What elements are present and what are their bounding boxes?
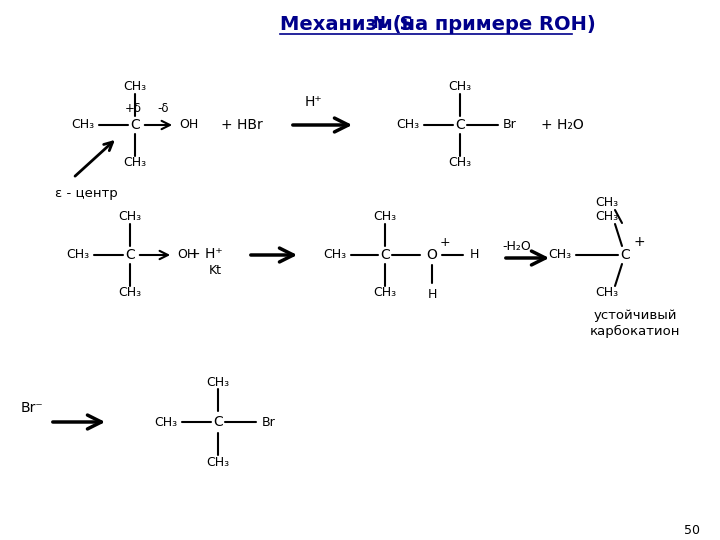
Text: Br: Br bbox=[503, 118, 517, 132]
Text: CH₃: CH₃ bbox=[154, 415, 178, 429]
Text: CH₃: CH₃ bbox=[449, 157, 472, 170]
Text: ε - центр: ε - центр bbox=[55, 186, 118, 199]
Text: -H₂O: -H₂O bbox=[503, 240, 531, 253]
Text: H⁺: H⁺ bbox=[304, 95, 322, 109]
Text: CH₃: CH₃ bbox=[595, 287, 618, 300]
Text: H: H bbox=[427, 288, 437, 301]
Text: CH₃: CH₃ bbox=[374, 211, 397, 224]
Text: C: C bbox=[455, 118, 465, 132]
Text: CH₃: CH₃ bbox=[118, 211, 142, 224]
Text: N: N bbox=[373, 16, 386, 30]
Text: OH: OH bbox=[179, 118, 199, 132]
Text: CH₃: CH₃ bbox=[123, 80, 147, 93]
Text: C: C bbox=[213, 415, 223, 429]
Text: CH₃: CH₃ bbox=[123, 157, 147, 170]
Text: CH₃: CH₃ bbox=[207, 375, 230, 388]
Text: CH₃: CH₃ bbox=[397, 118, 420, 132]
Text: C: C bbox=[380, 248, 390, 262]
Text: CH₃: CH₃ bbox=[374, 287, 397, 300]
Text: CH₃: CH₃ bbox=[549, 248, 572, 261]
Text: +: + bbox=[633, 235, 645, 249]
Text: CH₃: CH₃ bbox=[207, 456, 230, 469]
Text: Br⁻: Br⁻ bbox=[21, 401, 43, 415]
Text: C: C bbox=[620, 248, 630, 262]
Text: -δ: -δ bbox=[157, 103, 168, 116]
Text: +δ: +δ bbox=[125, 103, 142, 116]
Text: карбокатион: карбокатион bbox=[590, 325, 680, 338]
Text: Kt: Kt bbox=[209, 264, 222, 276]
Text: C: C bbox=[130, 118, 140, 132]
Text: CH₃: CH₃ bbox=[595, 211, 618, 224]
Text: CH₃: CH₃ bbox=[449, 80, 472, 93]
Text: +: + bbox=[440, 237, 450, 249]
Text: O: O bbox=[426, 248, 438, 262]
Text: + H⁺: + H⁺ bbox=[189, 247, 222, 261]
Text: (на примере ROH): (на примере ROH) bbox=[386, 16, 595, 35]
Text: CH₃: CH₃ bbox=[66, 248, 89, 261]
Text: 50: 50 bbox=[684, 523, 700, 537]
Text: CH₃: CH₃ bbox=[323, 248, 346, 261]
Text: Механизм S: Механизм S bbox=[280, 16, 413, 35]
Text: C: C bbox=[125, 248, 135, 262]
Text: + H₂O: + H₂O bbox=[541, 118, 583, 132]
Text: устойчивый: устойчивый bbox=[593, 308, 677, 321]
Text: CH₃: CH₃ bbox=[71, 118, 94, 132]
Text: OH: OH bbox=[177, 248, 197, 261]
Text: H: H bbox=[469, 248, 479, 261]
Text: CH₃: CH₃ bbox=[118, 287, 142, 300]
Text: Br: Br bbox=[262, 415, 276, 429]
Text: CH₃: CH₃ bbox=[595, 197, 618, 210]
Text: + HBr: + HBr bbox=[221, 118, 263, 132]
